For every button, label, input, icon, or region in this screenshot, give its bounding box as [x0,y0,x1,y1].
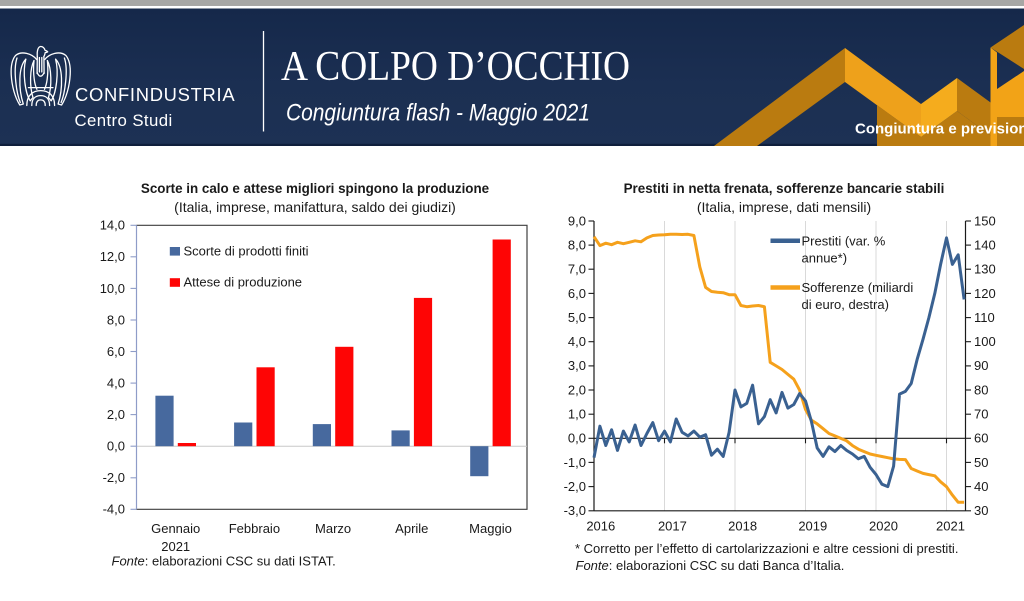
svg-text:14,0: 14,0 [100,218,125,233]
svg-text:Febbraio: Febbraio [229,521,280,536]
svg-text:Congiuntura flash - Maggio 202: Congiuntura flash - Maggio 2021 [286,100,590,127]
svg-text:30: 30 [974,503,988,518]
svg-text:A COLPO D’OCCHIO: A COLPO D’OCCHIO [281,44,630,90]
svg-text:2,0: 2,0 [107,407,125,422]
svg-text:CONFINDUSTRIA: CONFINDUSTRIA [75,84,235,105]
svg-text:110: 110 [974,310,995,325]
svg-text:4,0: 4,0 [107,376,125,391]
svg-text:12,0: 12,0 [100,249,125,264]
svg-text:Prestiti in netta frenata, sof: Prestiti in netta frenata, sofferenze ba… [624,181,945,196]
svg-text:Congiuntura e previsioni: Congiuntura e previsioni [855,121,1024,138]
svg-text:-3,0: -3,0 [564,503,586,518]
svg-text:9,0: 9,0 [568,213,586,228]
svg-text:6,0: 6,0 [568,286,586,301]
svg-text:Fonte: elaborazioni CSC su dat: Fonte: elaborazioni CSC su dati ISTAT. [112,554,336,569]
svg-text:6,0: 6,0 [107,344,125,359]
svg-text:4,0: 4,0 [568,334,586,349]
svg-text:Scorte di prodotti finiti: Scorte di prodotti finiti [184,243,309,258]
svg-text:8,0: 8,0 [568,238,586,253]
svg-text:70: 70 [974,407,988,422]
svg-text:50: 50 [974,455,988,470]
svg-text:130: 130 [974,262,996,277]
svg-text:Maggio: Maggio [469,521,512,536]
svg-text:8,0: 8,0 [107,312,125,327]
svg-text:2016: 2016 [586,519,615,534]
svg-text:* Corretto per l’effetto di ca: * Corretto per l’effetto di cartolarizza… [575,541,958,556]
svg-text:1,0: 1,0 [568,407,586,422]
svg-text:150: 150 [974,213,996,228]
svg-text:Scorte in calo e attese miglio: Scorte in calo e attese migliori spingon… [141,181,489,196]
svg-text:Prestiti (var. %: Prestiti (var. % [802,233,886,248]
svg-text:(Italia, imprese, dati mensili: (Italia, imprese, dati mensili) [697,199,871,215]
svg-text:120: 120 [974,286,996,301]
svg-text:annue*): annue*) [802,250,848,265]
svg-text:di euro, destra): di euro, destra) [802,297,889,312]
svg-text:Attese di produzione: Attese di produzione [184,275,303,290]
svg-text:Centro Studi: Centro Studi [75,111,173,130]
svg-text:5,0: 5,0 [568,310,586,325]
svg-text:(Italia, imprese, manifattura,: (Italia, imprese, manifattura, saldo dei… [174,199,456,215]
svg-text:-4,0: -4,0 [103,502,125,517]
svg-text:Aprile: Aprile [395,521,428,536]
svg-text:100: 100 [974,334,996,349]
svg-text:-2,0: -2,0 [103,470,125,485]
svg-text:80: 80 [974,382,988,397]
svg-text:2017: 2017 [658,519,687,534]
svg-text:10,0: 10,0 [100,281,125,296]
svg-text:Fonte: elaborazioni CSC su dat: Fonte: elaborazioni CSC su dati Banca d’… [576,558,845,573]
svg-text:Marzo: Marzo [315,521,351,536]
svg-text:2018: 2018 [728,519,757,534]
svg-text:90: 90 [974,358,988,373]
svg-text:40: 40 [974,479,988,494]
svg-text:2021: 2021 [936,519,965,534]
svg-text:-2,0: -2,0 [564,479,586,494]
svg-text:-1,0: -1,0 [564,455,586,470]
svg-text:0,0: 0,0 [107,439,125,454]
svg-text:0,0: 0,0 [568,431,586,446]
svg-text:2021: 2021 [161,539,190,554]
svg-text:Sofferenze (miliardi: Sofferenze (miliardi [802,280,914,295]
svg-text:7,0: 7,0 [568,262,586,277]
svg-text:2020: 2020 [869,519,898,534]
svg-text:2019: 2019 [798,519,827,534]
svg-text:Gennaio: Gennaio [151,521,200,536]
svg-text:140: 140 [974,238,996,253]
svg-text:3,0: 3,0 [568,358,586,373]
svg-text:60: 60 [974,431,988,446]
svg-text:2,0: 2,0 [568,382,586,397]
